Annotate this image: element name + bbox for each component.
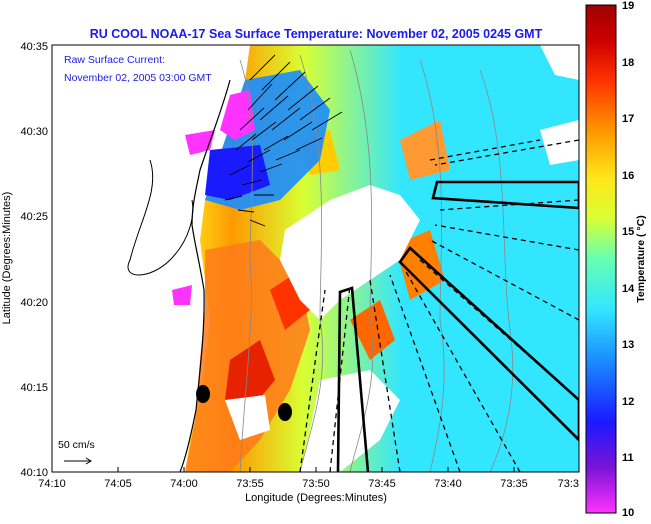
nodata-area-e — [540, 120, 579, 165]
colorbar-tick-label: 14 — [622, 283, 635, 295]
station-marker-1 — [196, 385, 210, 403]
bay-coastline — [127, 159, 194, 276]
station-marker-2 — [278, 403, 292, 421]
x-axis-label: Longitude (Degrees:Minutes) — [245, 492, 387, 504]
colorbar-tick-label: 13 — [622, 339, 634, 351]
y-axis: 40:35 40:30 40:25 40:20 40:15 40:10 — [20, 41, 48, 479]
scale-arrow: 50 cm/s — [58, 439, 95, 465]
box-diagonal — [398, 246, 579, 442]
colorbar-tick-label: 19 — [622, 0, 634, 12]
x-tick-label: 74:05 — [104, 478, 132, 490]
x-tick-label: 73:55 — [236, 478, 264, 490]
colorbar-tick-label: 15 — [622, 226, 634, 238]
nodata-area-center — [280, 185, 420, 320]
coastline — [179, 79, 231, 472]
y-tick-label: 40:25 — [20, 211, 48, 223]
magenta-patch-3 — [172, 285, 192, 305]
y-tick-label: 40:30 — [20, 126, 48, 138]
x-tick-labels: 74:10 74:05 74:00 73:55 73:50 73:45 73:4… — [38, 478, 579, 490]
annotation-line-1: Raw Surface Current: — [64, 54, 165, 66]
highlight-boxes — [336, 180, 579, 472]
colorbar: 19 18 17 16 15 14 13 12 11 10 Temperatur… — [585, 0, 647, 519]
y-tick-label: 40:20 — [20, 297, 48, 309]
x-axis — [51, 467, 515, 472]
x-tick-label: 73:35 — [500, 478, 528, 490]
box-east — [431, 180, 579, 210]
x-tick-label: 73:50 — [302, 478, 330, 490]
surface-current-vectors — [224, 54, 343, 227]
x-tick-label: 73:3 — [558, 478, 579, 490]
nodata-area-sw — [225, 395, 270, 440]
radar-sectors — [299, 139, 579, 472]
bathymetry-contours — [239, 49, 514, 472]
colorbar-tick-label: 18 — [622, 57, 634, 69]
colorbar-tick-label: 11 — [622, 452, 634, 464]
colorbar-gradient — [585, 4, 617, 514]
colorbar-tick-label: 16 — [622, 170, 634, 182]
warm-patch-3 — [350, 300, 395, 360]
annotation-line-2: November 02, 2005 03:00 GMT — [64, 72, 212, 84]
colorbar-tick-label: 10 — [622, 507, 634, 519]
x-tick-label: 74:10 — [38, 478, 66, 490]
box-south — [336, 286, 370, 472]
figure-title: RU COOL NOAA-17 Sea Surface Temperature:… — [90, 27, 543, 41]
colorbar-tick-label: 17 — [622, 113, 634, 125]
x-tick-label: 74:00 — [170, 478, 198, 490]
warm-patch-6 — [395, 230, 445, 300]
scale-label: 50 cm/s — [58, 439, 95, 451]
nodata-area-ne — [540, 45, 579, 80]
y-tick-label: 40:15 — [20, 382, 48, 394]
colorbar-ticks: 19 18 17 16 15 14 13 12 11 10 — [622, 0, 635, 519]
y-tick-label: 40:35 — [20, 41, 48, 53]
x-tick-label: 73:40 — [434, 478, 462, 490]
magenta-nearshore — [220, 90, 255, 140]
warm-patch-1 — [225, 340, 275, 410]
x-tick-label: 73:45 — [368, 478, 396, 490]
warm-patch-4 — [400, 120, 450, 180]
colorbar-label: Temperature ( °C) — [635, 215, 647, 302]
y-tick-label: 40:10 — [20, 467, 48, 479]
nodata-area-south — [300, 370, 400, 472]
y-axis-label: Latitude (Degrees:Minutes) — [1, 192, 13, 325]
colorbar-tick-label: 12 — [622, 396, 634, 408]
map-area — [52, 45, 579, 472]
